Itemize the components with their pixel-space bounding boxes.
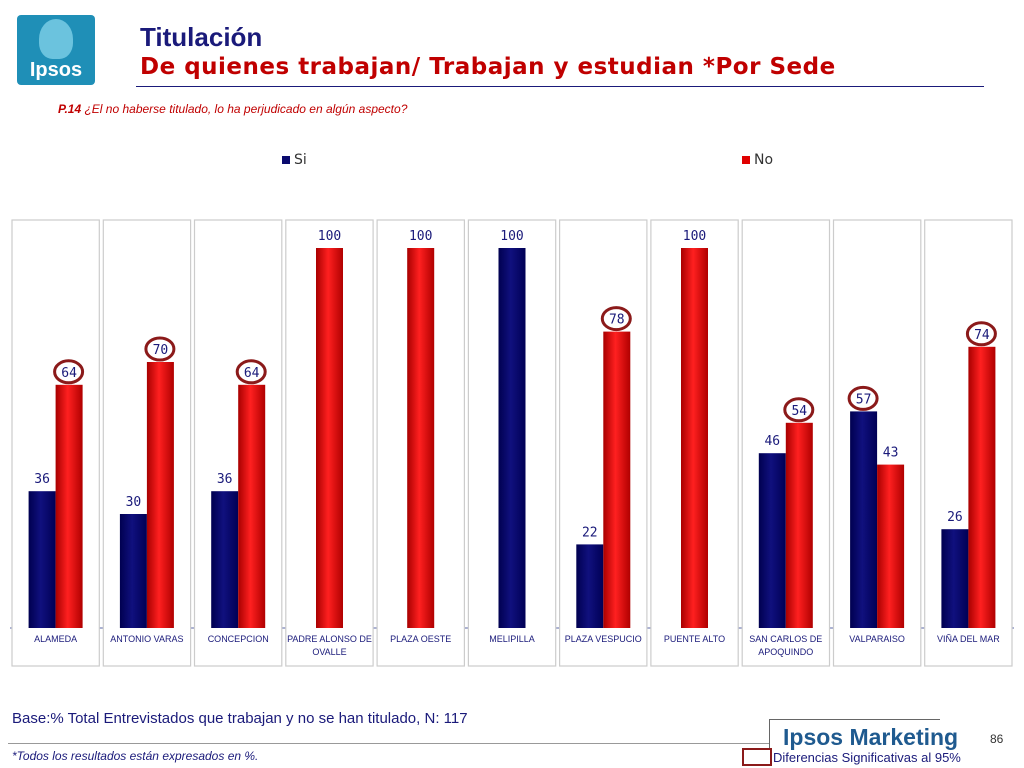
category-label: VALPARAISO <box>849 634 905 644</box>
data-label-no: 78 <box>609 313 625 328</box>
page-subtitle: De quienes trabajan/ Trabajan y estudian… <box>140 54 836 80</box>
category-label: ALAMEDA <box>34 634 77 644</box>
logo-head-icon <box>39 19 73 59</box>
bar-no <box>146 362 174 628</box>
category-label: CONCEPCION <box>208 634 269 644</box>
bar-si <box>941 529 969 628</box>
category-label: PLAZA OESTE <box>390 634 451 644</box>
bar-no <box>55 384 83 628</box>
brand-name: Ipsos Marketing <box>783 724 959 750</box>
data-label-si: 100 <box>500 229 523 244</box>
data-label-no: 70 <box>153 343 169 358</box>
data-label-no: 74 <box>974 328 990 343</box>
legend-swatch-no <box>742 156 750 164</box>
data-label-si: 36 <box>217 472 233 487</box>
title-divider <box>136 86 984 87</box>
footer-divider <box>8 743 770 744</box>
significance-circle <box>53 359 85 385</box>
significance-legend-label: Diferencias Significativas al 95% <box>773 750 961 765</box>
bar-si <box>576 544 604 628</box>
ipsos-logo: Ipsos <box>17 15 95 85</box>
data-label-si: 36 <box>34 472 50 487</box>
data-label-no: 64 <box>244 366 260 381</box>
significance-circle <box>847 385 879 411</box>
question-text: ¿El no haberse titulado, lo ha perjudica… <box>81 102 408 116</box>
bar-si <box>850 411 878 628</box>
data-label-si: 30 <box>126 495 142 510</box>
bar-si <box>119 514 147 628</box>
page-title: Titulación <box>140 22 263 52</box>
logo-text: Ipsos <box>29 59 83 81</box>
legend-label-no: No <box>754 152 774 168</box>
page-number: 86 <box>990 732 1004 746</box>
bar-si <box>498 248 526 628</box>
data-label-si: 22 <box>582 525 598 540</box>
question-code: P.14 <box>58 102 82 116</box>
data-label-no: 100 <box>683 229 706 244</box>
legend-swatch-si <box>282 156 290 164</box>
category-label: OVALLE <box>312 647 346 657</box>
data-label-no: 43 <box>883 446 899 461</box>
data-label-no: 100 <box>318 229 341 244</box>
category-label: PLAZA VESPUCIO <box>565 634 642 644</box>
significance-circle <box>144 336 176 362</box>
bar-no <box>316 248 343 628</box>
significance-legend-icon <box>742 748 772 766</box>
category-label: ANTONIO VARAS <box>110 634 183 644</box>
data-label-si: 46 <box>764 434 780 449</box>
legend-item-si: Si <box>282 152 307 168</box>
bar-si <box>758 453 786 628</box>
bar-no <box>603 331 631 628</box>
category-label: APOQUINDO <box>758 647 813 657</box>
data-label-no: 100 <box>409 229 432 244</box>
legend-item-no: No <box>742 152 773 168</box>
data-label-no: 64 <box>61 366 77 381</box>
significance-circle <box>600 306 632 332</box>
bar-si <box>28 491 56 628</box>
category-label: PUENTE ALTO <box>664 634 725 644</box>
data-label-si: 26 <box>947 510 963 525</box>
bar-no <box>877 464 905 628</box>
bar-si <box>211 491 239 628</box>
category-label: PADRE ALONSO DE <box>287 634 372 644</box>
significance-circle <box>965 321 997 347</box>
significance-circle <box>783 397 815 423</box>
bar-no <box>681 248 708 628</box>
data-label-si: 57 <box>856 392 872 407</box>
data-label-no: 54 <box>791 404 807 419</box>
brand-frame <box>769 719 940 750</box>
category-label: VIÑA DEL MAR <box>937 634 1000 644</box>
category-label: MELIPILLA <box>489 634 535 644</box>
category-label: SAN CARLOS DE <box>749 634 822 644</box>
significance-circle <box>235 359 267 385</box>
bar-no <box>785 422 813 628</box>
base-note: Base:% Total Entrevistados que trabajan … <box>12 710 468 727</box>
bar-chart: ALAMEDA 36 64 ANTONIO VARAS 30 70 CONCEPCION 36… <box>10 219 1014 667</box>
bar-no <box>407 248 435 628</box>
bar-no <box>238 384 266 628</box>
question: P.14 ¿El no haberse titulado, lo ha perj… <box>58 102 407 116</box>
legend-label-si: Si <box>294 152 307 168</box>
footnote: *Todos los resultados están expresados e… <box>12 749 259 763</box>
bar-no <box>968 346 996 628</box>
